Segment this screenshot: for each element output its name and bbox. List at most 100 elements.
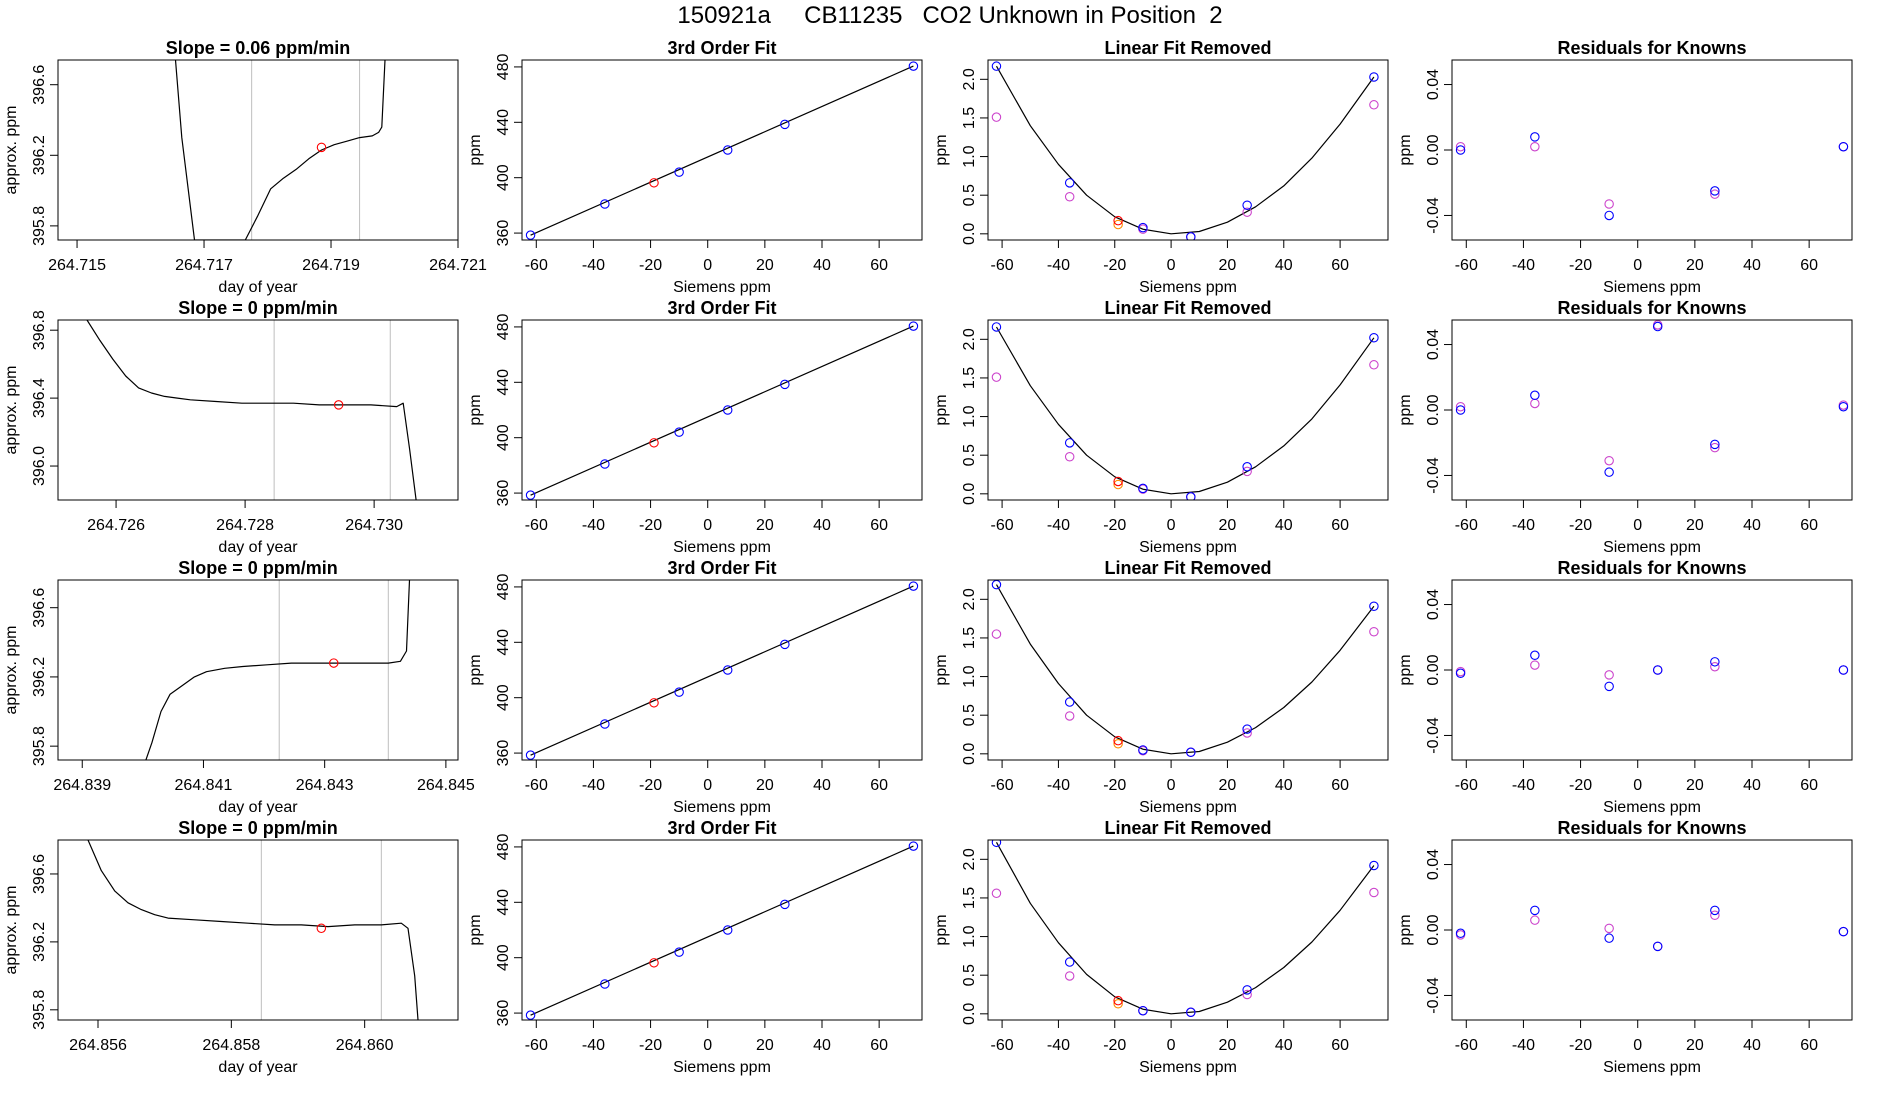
residual-curve [995, 326, 1375, 495]
x-axis-label: Siemens ppm [673, 279, 771, 296]
y-tick-label: 395.8 [31, 206, 48, 246]
y-tick-label: 400 [495, 944, 512, 971]
known-point-alt [1455, 401, 1466, 412]
known-point [1604, 210, 1614, 221]
y-tick-label: 0.04 [1425, 849, 1442, 880]
known-point [600, 199, 610, 209]
known-point [1186, 747, 1196, 758]
y-tick-label: 1.0 [961, 405, 978, 427]
known-point-alt [1530, 915, 1540, 925]
known-point-alt [1242, 989, 1252, 1000]
y-tick-label: 360 [495, 220, 512, 247]
y-tick-label: 480 [495, 53, 512, 80]
plot-area [1455, 320, 1849, 477]
panel-3-3: Linear Fit Removed Siemens ppm ppm -60 -40 -2… [933, 558, 1389, 816]
x-tick-label: -60 [525, 1037, 548, 1054]
x-tick-label: 60 [1331, 1037, 1349, 1054]
x-tick-label: 20 [1219, 257, 1237, 274]
known-point [1838, 926, 1849, 937]
y-axis-label: approx. ppm [3, 106, 20, 195]
known-point-alt [1242, 207, 1252, 217]
known-point-alt [991, 112, 1002, 122]
known-point [1604, 933, 1614, 943]
known-point [780, 639, 790, 650]
x-tick-label: -40 [582, 777, 605, 794]
known-point [1652, 321, 1663, 332]
known-point-alt [1064, 191, 1075, 202]
known-point-alt [1455, 141, 1466, 152]
known-point [908, 61, 919, 71]
x-tick-label: -40 [1047, 777, 1070, 794]
x-tick-label: 20 [1686, 777, 1704, 794]
y-tick-label: 0.00 [1425, 654, 1442, 685]
panel-3-4: Residuals for Knowns Siemens ppm ppm -60 -40… [1397, 558, 1853, 816]
x-tick-label: 20 [1219, 1037, 1237, 1054]
panel-2-1: Slope = 0 ppm/min day of year approx. ppm 2… [3, 298, 459, 556]
plot-area [86, 320, 417, 500]
x-tick-label: 264.726 [87, 517, 145, 534]
panel-title: Linear Fit Removed [1104, 558, 1271, 578]
residual-curve [995, 842, 1375, 1015]
plot-frame [521, 579, 923, 761]
y-tick-label: 0.5 [961, 184, 978, 206]
known-point-alt [1064, 711, 1075, 721]
known-point [1710, 439, 1720, 450]
x-tick-label: 0 [1167, 257, 1176, 274]
fit-line [530, 845, 914, 1016]
y-tick-label: 0.5 [961, 444, 978, 466]
x-tick-label: -60 [991, 257, 1014, 274]
y-tick-label: 1.5 [961, 107, 978, 129]
known-point [1369, 860, 1379, 871]
known-point [1242, 200, 1252, 210]
plot-frame [1451, 59, 1853, 241]
known-point [1604, 467, 1614, 477]
known-point-alt [991, 888, 1002, 899]
known-point-alt [1369, 627, 1379, 637]
unknown-point-alt [1113, 999, 1123, 1009]
y-tick-label: 1.5 [961, 367, 978, 389]
figure-title: 150921a CB11235 CO2 Unknown in Position … [677, 2, 1223, 29]
known-point-alt [1710, 661, 1720, 672]
x-tick-label: 60 [870, 1037, 888, 1054]
known-point [1530, 650, 1540, 661]
panel-title: Slope = 0 ppm/min [178, 298, 338, 318]
known-point [1138, 222, 1148, 233]
known-point [991, 840, 1002, 848]
mean-marker [333, 400, 344, 410]
known-point [1838, 665, 1849, 675]
concentration-trace [145, 580, 411, 760]
x-axis-label: Siemens ppm [1139, 279, 1237, 296]
known-point [674, 687, 684, 697]
y-tick-label: -0.04 [1425, 197, 1442, 234]
known-point [1652, 941, 1663, 952]
y-tick-label: 440 [495, 889, 512, 916]
panel-title: Slope = 0 ppm/min [178, 558, 338, 578]
plot-frame [57, 839, 459, 1021]
y-tick-label: 440 [495, 109, 512, 136]
known-point [1530, 132, 1540, 142]
y-tick-label: 396.2 [31, 657, 48, 697]
x-tick-label: 40 [813, 257, 831, 274]
unknown-point [1113, 995, 1123, 1006]
x-tick-label: -60 [991, 517, 1014, 534]
known-point [1455, 668, 1466, 679]
x-tick-label: -60 [1455, 517, 1478, 534]
x-tick-label: -20 [1569, 777, 1592, 794]
x-tick-label: 40 [1743, 517, 1761, 534]
panel-1-1: Slope = 0.06 ppm/min day of year approx. p… [3, 38, 487, 296]
panel-2-4: Residuals for Knowns Siemens ppm ppm -60 -40… [1397, 298, 1853, 556]
panel-title: Residuals for Knowns [1557, 298, 1746, 318]
x-tick-label: 40 [1275, 517, 1293, 534]
x-tick-label: -40 [582, 517, 605, 534]
plot-frame [1451, 839, 1853, 1021]
x-axis-label: day of year [218, 279, 298, 296]
y-tick-label: 396.4 [31, 378, 48, 418]
known-point [1242, 462, 1252, 472]
y-tick-label: 0.04 [1425, 329, 1442, 360]
y-tick-label: 480 [495, 313, 512, 340]
y-tick-label: 2.0 [961, 588, 978, 610]
x-axis-label: Siemens ppm [1139, 539, 1237, 556]
x-tick-label: -20 [1103, 1037, 1126, 1054]
x-tick-label: -40 [1047, 1037, 1070, 1054]
x-tick-label: -20 [1103, 257, 1126, 274]
